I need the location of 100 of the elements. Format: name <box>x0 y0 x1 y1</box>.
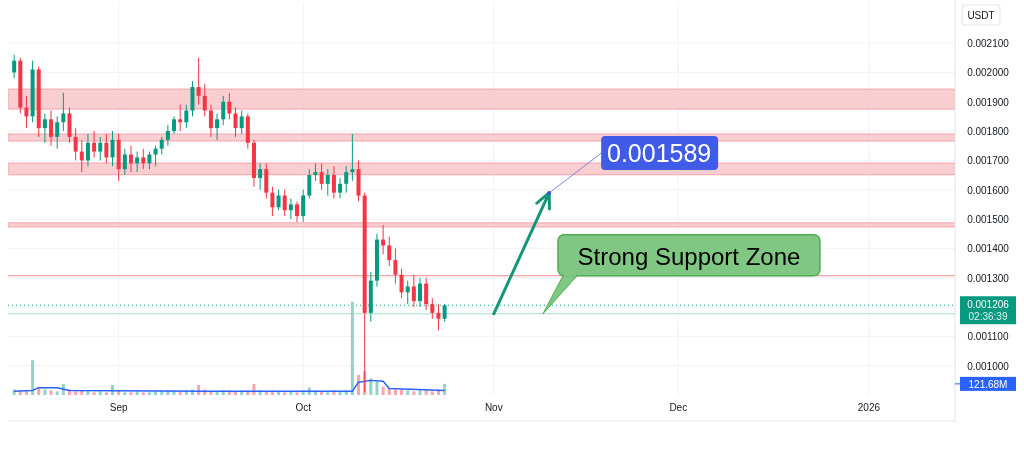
candlestick <box>430 297 435 320</box>
y-tick-label: 0.001700 <box>967 155 1010 167</box>
y-tick-label: 0.002000 <box>967 67 1010 79</box>
candlestick <box>61 92 66 132</box>
candlestick <box>350 133 355 182</box>
candlestick <box>282 189 287 217</box>
candlestick <box>104 133 109 164</box>
bar <box>412 391 416 395</box>
bar <box>98 391 102 395</box>
bar <box>350 301 354 395</box>
candlestick <box>98 136 103 161</box>
x-tick-label: Sep <box>109 402 129 413</box>
candlestick <box>202 83 207 117</box>
candlestick <box>393 247 398 285</box>
bar <box>55 391 59 395</box>
bar <box>92 392 96 395</box>
bar <box>406 390 410 395</box>
text: 02:36:39 <box>968 311 1008 323</box>
candlestick <box>258 162 263 191</box>
candlestick <box>73 127 78 161</box>
y-tick-label: 0.001100 <box>967 331 1009 343</box>
annotation: Strong Support Zone <box>577 242 801 270</box>
bar <box>387 388 391 395</box>
y-tick-label: 0.001900 <box>967 96 1010 108</box>
candlestick <box>128 145 133 173</box>
bar <box>111 384 115 395</box>
bar <box>197 384 201 395</box>
candlestick <box>24 95 29 129</box>
bar <box>74 391 78 395</box>
y-tick-label: 0.001000 <box>967 360 1010 372</box>
candlestick <box>184 104 189 129</box>
candlestick <box>190 80 195 117</box>
candlestick <box>344 165 349 194</box>
y-tick-label: 0.001800 <box>967 126 1010 138</box>
y-tick-label: 0.001400 <box>967 243 1010 255</box>
candlestick <box>387 236 392 267</box>
candlestick <box>42 112 47 144</box>
candlestick <box>319 162 324 191</box>
candlestick <box>135 151 140 173</box>
bar <box>430 391 434 395</box>
candlestick <box>276 189 281 211</box>
candlestick <box>85 133 90 167</box>
candlestick <box>49 110 54 147</box>
y2-tick-label: 121.68M <box>968 378 1008 390</box>
candlestick <box>295 200 300 223</box>
annotation: 0.001589 <box>607 138 712 167</box>
bar <box>295 392 299 395</box>
bar <box>49 390 53 395</box>
candlestick <box>92 130 97 158</box>
candlestick <box>110 130 115 167</box>
candlestick <box>418 277 423 308</box>
candlestick <box>331 165 336 199</box>
candlestick <box>239 110 244 135</box>
candlestick <box>12 54 17 79</box>
candlestick <box>153 145 158 167</box>
candlestick <box>221 95 226 126</box>
candlestick <box>264 162 269 199</box>
x-tick-label: Dec <box>669 402 688 413</box>
candlestick <box>233 107 238 138</box>
candlestick <box>79 139 84 173</box>
bar <box>43 389 47 395</box>
bar <box>326 392 330 395</box>
bar <box>86 391 90 395</box>
bar <box>141 392 145 395</box>
candlestick <box>165 124 170 147</box>
bar <box>283 392 287 395</box>
candlestick <box>436 303 441 331</box>
candlestick <box>141 148 146 170</box>
y-tick-label: 0.001300 <box>967 272 1010 284</box>
candlestick <box>307 168 312 199</box>
y-axis-title: USDT <box>967 10 995 21</box>
candlestick <box>67 107 72 144</box>
bar <box>381 386 385 395</box>
bar <box>123 392 127 395</box>
bar <box>24 391 28 395</box>
bar <box>418 390 422 395</box>
candlestick <box>196 57 201 106</box>
candlestick <box>399 268 404 299</box>
candlestick <box>301 189 306 223</box>
candlestick <box>227 92 232 120</box>
bar <box>252 384 256 395</box>
candlestick <box>55 115 60 150</box>
candlestick <box>215 112 220 141</box>
candlestick <box>405 280 410 305</box>
ref-line-label: 0.001206 <box>967 299 1010 311</box>
candlestick <box>424 277 429 311</box>
bar <box>375 381 379 395</box>
candlestick <box>270 186 275 217</box>
candlestick <box>338 177 343 199</box>
candlestick <box>325 168 330 197</box>
x-tick-label: Nov <box>484 402 503 413</box>
bar <box>443 383 447 395</box>
candlestick <box>411 274 416 308</box>
bar <box>104 392 108 395</box>
candlestick <box>178 104 183 132</box>
y-tick-label: 0.001500 <box>967 214 1010 226</box>
bar <box>129 392 133 395</box>
y-tick-label: 0.002100 <box>967 38 1010 50</box>
candlestick <box>288 198 293 220</box>
candlestick <box>208 104 213 138</box>
